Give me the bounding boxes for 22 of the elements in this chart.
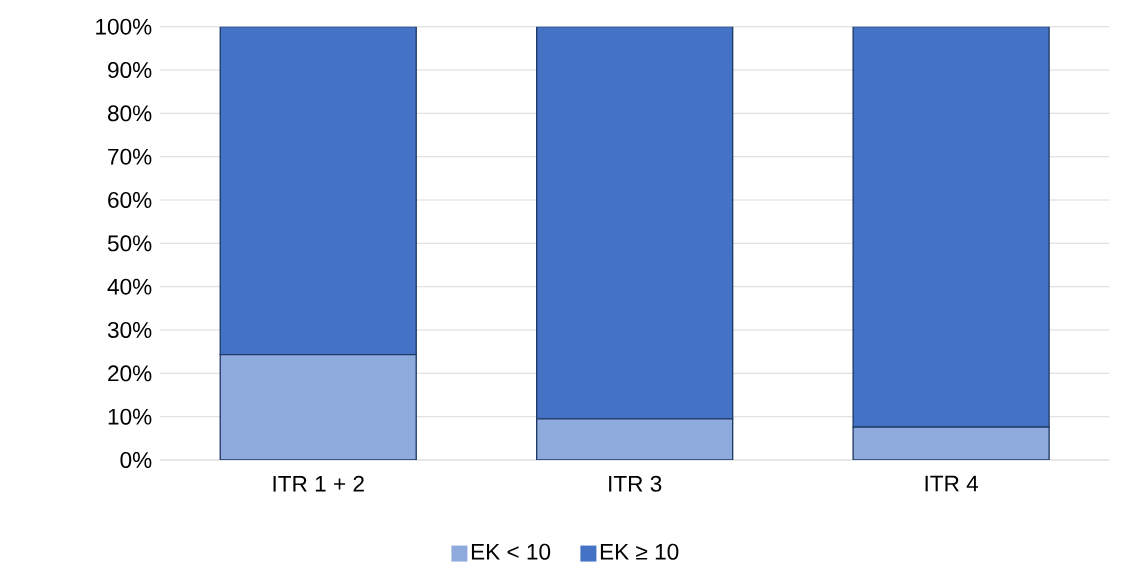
- legend-label: EK < 10: [471, 543, 551, 560]
- y-tick-label: 90%: [108, 62, 152, 78]
- y-tick-label: 20%: [108, 365, 152, 382]
- y-tick-label: 100%: [96, 18, 152, 35]
- bar: [219, 26, 417, 356]
- legend-label: EK ≥ 10: [600, 543, 679, 560]
- y-tick-label: 80%: [107, 105, 152, 122]
- y-tick-label: 50%: [107, 235, 152, 252]
- y-tick-label: 40%: [107, 278, 152, 295]
- y-tick-label: 70%: [108, 148, 152, 165]
- x-tick-label: ITR 4: [925, 475, 979, 492]
- bar: [852, 26, 1050, 428]
- bar: [536, 418, 734, 460]
- y-tick-label: 10%: [108, 408, 152, 425]
- bar: [219, 354, 417, 460]
- x-tick-label: ITR 3: [609, 475, 662, 492]
- y-tick-label: 60%: [108, 192, 152, 208]
- y-tick-label: 30%: [107, 322, 152, 338]
- x-tick-label: ITR 1 + 2: [273, 475, 364, 492]
- bar: [852, 426, 1050, 460]
- y-tick-label: 0%: [120, 452, 152, 468]
- bar: [536, 26, 734, 420]
